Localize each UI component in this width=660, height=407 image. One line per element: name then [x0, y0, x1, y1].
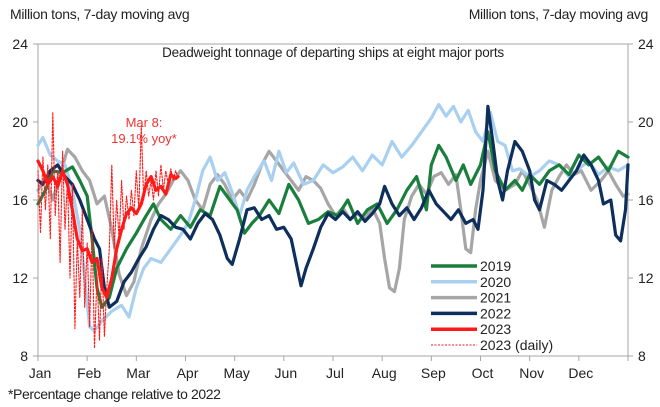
annotation: Mar 8: 19.1% yoy* — [111, 115, 177, 146]
x-tick-label: Nov — [519, 365, 544, 381]
x-tick-label: Jul — [326, 365, 344, 381]
axes: 8 12 16 20 24 8 12 16 20 24 Jan Feb Mar Apr May Jun Jul A… — [12, 36, 653, 381]
right-y-tick-label: 12 — [638, 270, 654, 286]
x-tick-label: Feb — [77, 365, 101, 381]
left-y-tick-label: 24 — [12, 36, 28, 52]
legend-label: 2021 — [480, 290, 511, 306]
x-tick-label: Aug — [372, 365, 397, 381]
x-tick-label: Apr — [177, 365, 199, 381]
left-y-tick-label: 20 — [12, 114, 28, 130]
right-y-tick-label: 24 — [638, 36, 654, 52]
legend-label: 2023 — [480, 321, 511, 337]
series-layer — [36, 102, 630, 349]
chart-title: Deadweight tonnage of departing ships at… — [162, 45, 504, 60]
x-tick-label: Jun — [275, 365, 298, 381]
series-line-2019 — [36, 130, 630, 309]
left-y-tick-label: 8 — [20, 348, 28, 364]
series-line-2022 — [36, 104, 630, 309]
legend-item: 2023 (daily) — [431, 337, 553, 353]
right-axis-unit-label: Million tons, 7-day moving avg — [468, 6, 649, 22]
series-line-2020 — [36, 102, 630, 333]
right-y-tick-label: 16 — [638, 192, 654, 208]
annotation-line-1: Mar 8: — [126, 115, 163, 130]
left-y-tick-label: 12 — [12, 270, 28, 286]
x-tick-label: Oct — [472, 365, 494, 381]
right-y-tick-label: 8 — [638, 348, 646, 364]
right-y-tick-label: 20 — [638, 114, 654, 130]
legend-item: 2022 — [431, 305, 511, 321]
x-tick-label: Dec — [568, 365, 593, 381]
legend-label: 2019 — [480, 258, 511, 274]
x-tick-label: Jan — [29, 365, 52, 381]
legend-label: 2023 (daily) — [480, 337, 553, 353]
x-tick-label: Sep — [421, 365, 446, 381]
x-tick-label: Mar — [126, 365, 150, 381]
series-line-2023 — [36, 159, 180, 300]
left-y-tick-label: 16 — [12, 192, 28, 208]
footnote: *Percentage change relative to 2022 — [8, 386, 221, 402]
x-tick-label: May — [223, 365, 249, 381]
legend-item: 2023 — [431, 321, 511, 337]
legend-label: 2022 — [480, 305, 511, 321]
legend-item: 2021 — [431, 290, 511, 306]
legend-item: 2019 — [431, 258, 511, 274]
left-axis-unit-label: Million tons, 7-day moving avg — [10, 6, 190, 22]
legend-item: 2020 — [431, 274, 511, 290]
annotation-line-2: 19.1% yoy* — [111, 131, 177, 146]
legend-label: 2020 — [480, 274, 511, 290]
